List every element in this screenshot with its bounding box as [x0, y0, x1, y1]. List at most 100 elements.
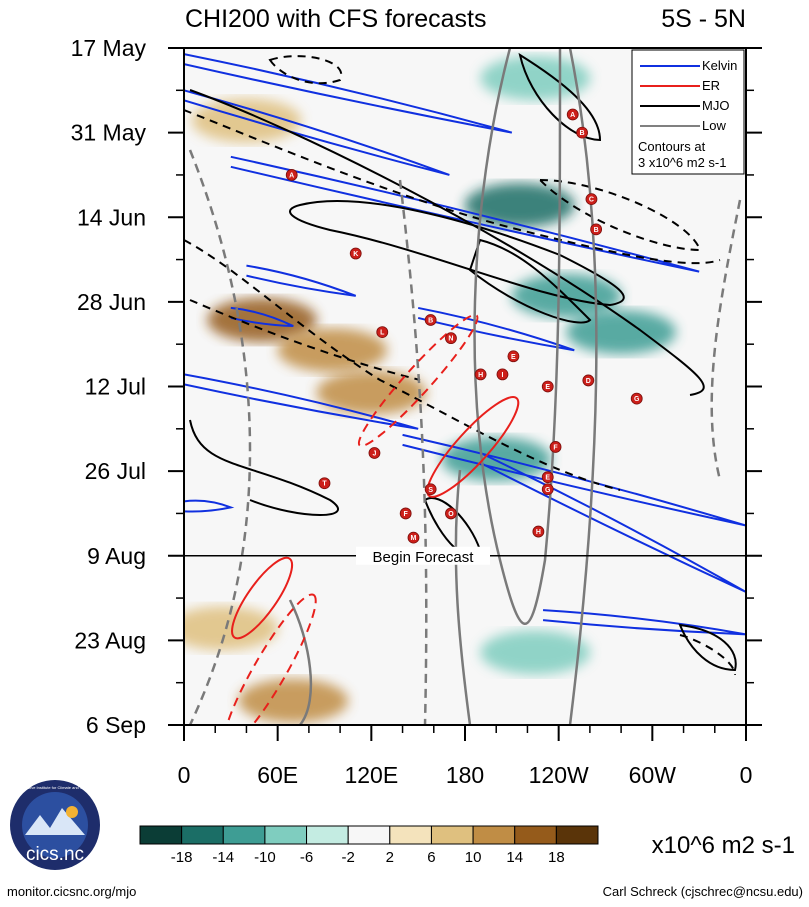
- colorbar-swatch: [347, 825, 391, 845]
- mjo-contours: [189, 52, 737, 672]
- storm-label: B: [428, 318, 433, 325]
- mjo-contour-negative: [679, 634, 736, 676]
- right-credit[interactable]: Carl Schreck (cjschrec@ncsu.edu): [603, 884, 803, 899]
- storm-icon: [407, 531, 420, 544]
- storm-icon: [424, 314, 437, 326]
- colorbar-swatch: [514, 825, 557, 845]
- colorbar-label: -2: [342, 849, 355, 866]
- low-contour: [454, 469, 472, 725]
- storm-marker: G: [541, 483, 554, 496]
- x-tick-label: 120W: [529, 762, 589, 788]
- storm-marker: H: [532, 525, 545, 538]
- er-contour: [426, 396, 520, 498]
- storm-marker: D: [582, 374, 595, 387]
- mjo-contour-negative: [184, 109, 721, 265]
- er-contour: [223, 593, 317, 725]
- left-credit[interactable]: monitor.cicsnc.org/mjo: [7, 884, 136, 899]
- colorbar-swatch: [139, 825, 183, 845]
- storm-icon: [349, 247, 362, 260]
- kelvin-contour: [402, 433, 746, 527]
- kelvin-contour: [184, 89, 450, 176]
- storm-marker: E: [541, 471, 554, 484]
- low-contour: [288, 599, 313, 725]
- anomaly-field: [184, 56, 677, 723]
- storm-label: S: [428, 487, 433, 494]
- mjo-contour-positive: [289, 200, 625, 307]
- anomaly-blob: [238, 678, 349, 723]
- y-axis: 17 May 31 May 14 Jun 28 Jun 12 Jul 26 Jul 9 Au…: [71, 35, 762, 738]
- storm-marker: O: [445, 507, 457, 520]
- storm-label: H: [536, 529, 541, 536]
- storm-label: B: [594, 227, 599, 234]
- storm-icon: [582, 374, 595, 387]
- colorbar-swatch: [222, 825, 266, 845]
- storm-label: H: [478, 372, 483, 379]
- kelvin-contour: [230, 155, 700, 273]
- y-tick-label: 9 Aug: [87, 543, 146, 569]
- kelvin-contour: [542, 609, 746, 636]
- colorbar-swatch: [264, 825, 308, 845]
- storm-label: A: [289, 172, 294, 179]
- anomaly-blob: [464, 183, 575, 228]
- forecast-label: Begin Forecast: [373, 549, 475, 566]
- colorbar-label: -10: [254, 849, 276, 866]
- er-contour: [231, 556, 294, 640]
- storm-marker: F: [549, 441, 562, 453]
- storm-icon: [376, 326, 389, 338]
- storm-icon: [585, 193, 598, 206]
- storm-icon: [541, 483, 554, 496]
- storm-label: G: [634, 396, 640, 403]
- storm-icon: [541, 471, 554, 484]
- colorbar-label: 2: [386, 849, 394, 866]
- storm-marker: M: [407, 531, 420, 544]
- anomaly-blob: [277, 328, 388, 373]
- colorbar-swatch: [181, 825, 224, 845]
- storm-icon: [474, 368, 487, 381]
- storm-marker: K: [349, 247, 362, 260]
- legend-note-line1: Contours at: [638, 139, 706, 154]
- forecast-label-bg: [356, 546, 490, 565]
- storm-label: L: [380, 330, 385, 337]
- storm-icon: [399, 507, 412, 520]
- colorbar-swatch: [430, 825, 474, 845]
- x-tick-label: 60W: [629, 762, 677, 788]
- region-label: 5S - 5N: [661, 5, 746, 33]
- logo-ring-text: Cooperative Institute for Climate and Sa…: [14, 785, 96, 790]
- y-tick-label: 14 Jun: [77, 204, 146, 230]
- mjo-contour-negative: [537, 178, 702, 252]
- colorbar-units: x10^6 m2 s-1: [652, 832, 795, 859]
- logo-text: cics.nc: [26, 844, 84, 865]
- mjo-contour-positive: [678, 623, 737, 672]
- storm-label: D: [586, 378, 591, 385]
- storm-marker: I: [496, 368, 509, 381]
- storm-label: B: [580, 130, 585, 137]
- x-tick-label: 0: [178, 762, 191, 788]
- legend-note-line2: 3 x10^6 m2 s-1: [638, 155, 726, 170]
- anomaly-blob: [441, 437, 552, 482]
- storm-marker: B: [590, 223, 603, 236]
- colorbar-label: -18: [171, 849, 193, 866]
- legend-low-label: Low: [702, 118, 726, 133]
- storm-marker: N: [445, 332, 457, 345]
- logo-sun: [66, 806, 78, 818]
- colorbar-label: 14: [506, 849, 523, 866]
- colorbar-swatch: [389, 825, 432, 845]
- mjo-contour-positive: [189, 89, 705, 396]
- low-contour: [473, 48, 562, 625]
- chart-title: CHI200 with CFS forecasts: [185, 5, 487, 33]
- logo-mountains: [25, 808, 85, 835]
- anomaly-blob: [184, 606, 279, 651]
- y-tick-label: 31 May: [71, 120, 147, 146]
- storm-label: J: [373, 450, 377, 457]
- kelvin-contours: [184, 53, 746, 636]
- x-tick-label: 60E: [257, 762, 298, 788]
- low-contour-dashed: [188, 149, 252, 725]
- kelvin-contour: [246, 264, 357, 297]
- colorbar-swatch: [306, 825, 349, 845]
- storm-icon: [549, 441, 562, 453]
- colorbar-label: 10: [465, 849, 482, 866]
- storm-icon: [445, 332, 457, 345]
- storm-label: F: [553, 444, 558, 451]
- storm-label: F: [404, 511, 409, 518]
- y-tick-label: 6 Sep: [86, 712, 146, 738]
